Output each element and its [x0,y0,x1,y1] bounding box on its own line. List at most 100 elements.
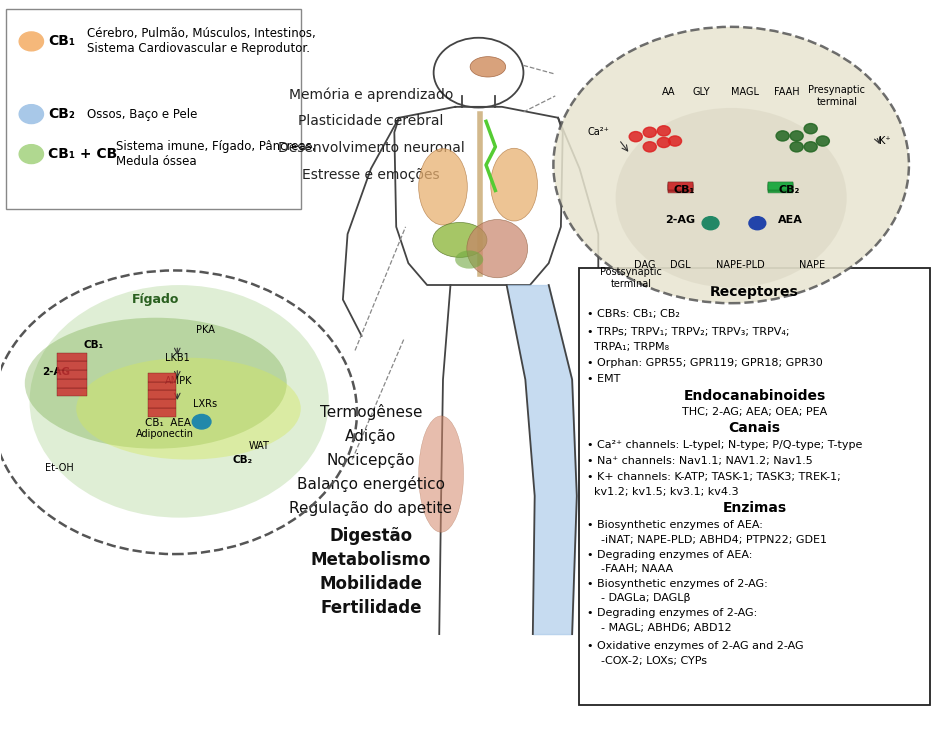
Text: AMPK: AMPK [166,376,193,386]
Ellipse shape [433,223,486,258]
Text: LXRs: LXRs [193,399,217,410]
Circle shape [790,131,804,141]
Text: - DAGLa; DAGLβ: - DAGLa; DAGLβ [587,593,691,604]
Circle shape [644,127,656,137]
FancyBboxPatch shape [667,183,693,191]
Text: Receptores: Receptores [710,285,799,299]
Text: CB₁  AEA: CB₁ AEA [145,418,191,429]
FancyBboxPatch shape [667,184,693,192]
Text: • EMT: • EMT [587,374,620,384]
Text: • Ca²⁺ channels: L-typel; N-type; P/Q-type; T-type: • Ca²⁺ channels: L-typel; N-type; P/Q-ty… [587,440,863,450]
Text: Metabolismo: Metabolismo [311,551,431,569]
Text: Endocanabinoides: Endocanabinoides [683,388,825,402]
Text: CB₁: CB₁ [674,185,695,196]
Text: LKB1: LKB1 [165,353,190,363]
FancyBboxPatch shape [667,182,693,190]
FancyBboxPatch shape [149,399,176,408]
Circle shape [805,123,817,134]
FancyBboxPatch shape [667,185,693,193]
Text: Regulação do apetite: Regulação do apetite [290,501,453,516]
Circle shape [790,142,804,152]
Circle shape [644,142,656,152]
Text: Termogênese: Termogênese [320,404,423,420]
Ellipse shape [490,148,537,221]
FancyBboxPatch shape [149,373,176,382]
Ellipse shape [467,220,528,277]
Text: FAAH: FAAH [774,88,800,97]
FancyBboxPatch shape [149,391,176,399]
Circle shape [749,217,766,230]
Text: Mobilidade: Mobilidade [319,575,423,593]
Text: Canais: Canais [728,420,780,434]
Circle shape [702,217,719,230]
Text: TRPA₁; TRPM₈: TRPA₁; TRPM₈ [587,342,669,352]
Circle shape [615,108,847,288]
FancyBboxPatch shape [56,361,87,370]
Text: Cérebro, Pulmão, Músculos, Intestinos,
Sistema Cardiovascular e Reprodutor.: Cérebro, Pulmão, Músculos, Intestinos, S… [88,28,316,55]
Text: -iNAT; NAPE-PLD; ABHD4; PTPN22; GDE1: -iNAT; NAPE-PLD; ABHD4; PTPN22; GDE1 [587,534,827,545]
FancyBboxPatch shape [768,183,793,191]
Ellipse shape [470,57,505,77]
Text: Ossos, Baço e Pele: Ossos, Baço e Pele [88,107,198,120]
Text: DAG: DAG [634,260,656,269]
Circle shape [553,27,909,303]
Ellipse shape [419,416,464,532]
Text: Adição: Adição [345,429,397,444]
Ellipse shape [455,250,484,269]
FancyBboxPatch shape [149,382,176,391]
FancyBboxPatch shape [56,370,87,379]
Text: Estresse e emoções: Estresse e emoções [302,168,439,182]
Text: 2-AG: 2-AG [665,215,695,225]
Text: -FAAH; NAAA: -FAAH; NAAA [587,564,673,575]
Text: Memória e aprendizado: Memória e aprendizado [289,87,454,101]
Text: WAT: WAT [248,442,269,451]
Text: CB₁: CB₁ [83,339,104,350]
Text: Desenvolvimento neuronal: Desenvolvimento neuronal [278,142,464,155]
FancyBboxPatch shape [768,185,793,193]
Text: CB₁: CB₁ [48,34,75,48]
Text: - MAGL; ABHD6; ABD12: - MAGL; ABHD6; ABD12 [587,623,732,632]
Circle shape [630,131,643,142]
Text: • Degrading enzymes of 2-AG:: • Degrading enzymes of 2-AG: [587,608,758,618]
FancyBboxPatch shape [579,269,931,705]
Circle shape [192,415,211,429]
Text: NAPE-PLD: NAPE-PLD [716,260,765,269]
Circle shape [657,126,670,136]
Circle shape [19,32,43,51]
Text: DGL: DGL [670,260,691,269]
Ellipse shape [24,318,287,449]
Text: THC; 2-AG; AEA; OEA; PEA: THC; 2-AG; AEA; OEA; PEA [682,407,827,417]
Circle shape [816,136,829,146]
Text: CB₁ + CB: CB₁ + CB [48,147,118,161]
FancyBboxPatch shape [768,182,793,190]
Text: PKA: PKA [196,325,215,335]
Text: Enzimas: Enzimas [723,502,787,515]
Text: Adiponectin: Adiponectin [136,429,194,439]
Text: CB₂: CB₂ [48,107,75,121]
FancyBboxPatch shape [56,379,87,388]
Text: Postsynaptic
terminal: Postsynaptic terminal [600,267,662,288]
Circle shape [29,285,328,518]
FancyBboxPatch shape [149,408,176,417]
Text: GLY: GLY [693,88,710,97]
Text: Fígado: Fígado [132,293,180,306]
Text: • Na⁺ channels: Nav1.1; NAV1.2; Nav1.5: • Na⁺ channels: Nav1.1; NAV1.2; Nav1.5 [587,456,813,466]
Text: Balanço energético: Balanço energético [297,476,445,492]
Circle shape [776,131,789,141]
Text: CB₂: CB₂ [778,185,800,196]
Text: kv1.2; kv1.5; kv3.1; kv4.3: kv1.2; kv1.5; kv3.1; kv4.3 [587,486,739,496]
Text: • CBRs: CB₁; CB₂: • CBRs: CB₁; CB₂ [587,309,680,319]
Text: Plasticidade cerebral: Plasticidade cerebral [298,115,443,128]
Text: NAPE: NAPE [799,260,824,269]
Text: 2-AG: 2-AG [41,367,70,377]
Text: Ca²⁺: Ca²⁺ [587,127,609,137]
FancyBboxPatch shape [768,182,793,191]
Circle shape [19,145,43,164]
Circle shape [19,104,43,123]
Text: • Biosynthetic enzymes of 2-AG:: • Biosynthetic enzymes of 2-AG: [587,579,768,589]
Text: Presynaptic
terminal: Presynaptic terminal [808,85,866,107]
Circle shape [657,137,670,147]
Text: Digestão: Digestão [329,527,412,545]
Text: AEA: AEA [777,215,803,225]
FancyBboxPatch shape [56,353,87,361]
